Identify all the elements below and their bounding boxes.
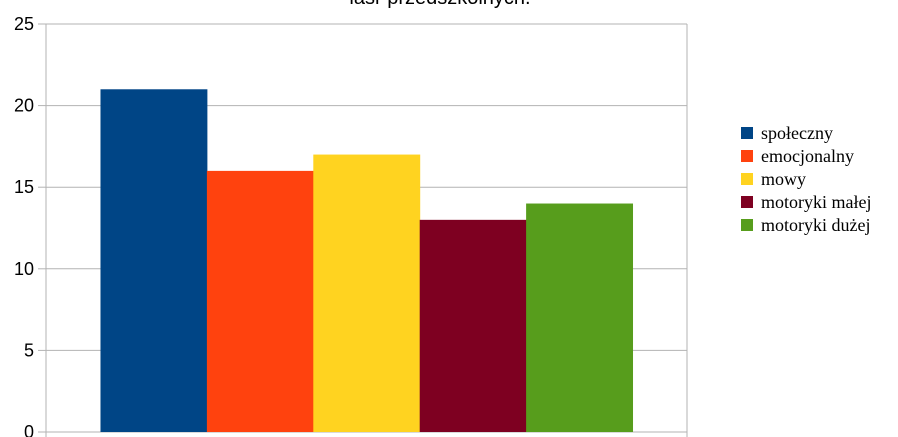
y-axis-ticks: 0 5 10 15 20 25 xyxy=(14,14,34,437)
bar xyxy=(313,154,421,432)
y-tick-label: 10 xyxy=(14,259,34,279)
legend-swatch xyxy=(741,196,753,208)
chart-title: lasr przedszkolnych. xyxy=(349,0,530,9)
y-tick-label: 5 xyxy=(24,340,34,360)
y-tick-label: 20 xyxy=(14,96,34,116)
legend-label: społeczny xyxy=(761,123,833,143)
legend-label: emocjonalny xyxy=(761,146,854,166)
y-tick-label: 15 xyxy=(14,177,34,197)
bar xyxy=(206,170,314,432)
legend-swatch xyxy=(741,173,753,185)
legend-label: motoryki dużej xyxy=(761,215,870,235)
legend: społeczny emocjonalny mowy motoryki małej m… xyxy=(741,123,871,235)
legend-label: motoryki małej xyxy=(761,192,871,212)
bar xyxy=(419,219,527,432)
bar xyxy=(526,203,634,432)
bar xyxy=(100,89,208,432)
legend-swatch xyxy=(741,150,753,162)
legend-swatch xyxy=(741,127,753,139)
legend-label: mowy xyxy=(761,169,806,189)
y-tick-label: 0 xyxy=(24,422,34,437)
legend-swatch xyxy=(741,219,753,231)
bars-group xyxy=(100,89,634,432)
y-tick-label: 25 xyxy=(14,14,34,34)
